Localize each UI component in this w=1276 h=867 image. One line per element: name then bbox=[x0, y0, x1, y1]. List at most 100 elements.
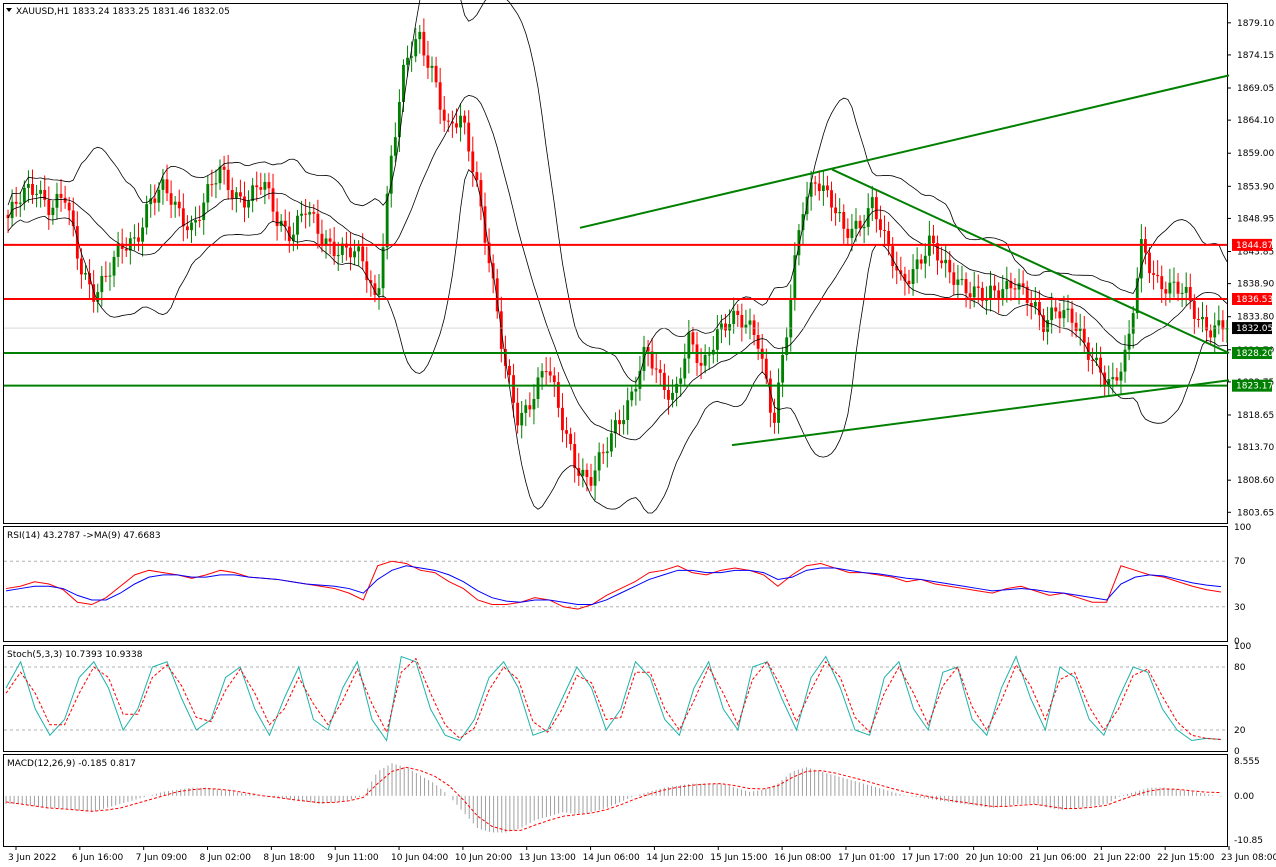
candle-body bbox=[1127, 333, 1131, 350]
time-tick-label: 22 Jun 15:00 bbox=[1157, 853, 1214, 863]
macd-panel-frame bbox=[3, 754, 1228, 847]
candle-body bbox=[312, 212, 316, 214]
price-tick-label: 1879.10 bbox=[1237, 19, 1274, 29]
candle-body bbox=[524, 405, 528, 413]
candle-body bbox=[181, 208, 185, 227]
candle-body bbox=[1025, 286, 1029, 303]
candle-body bbox=[173, 201, 177, 205]
candle-body bbox=[479, 180, 483, 207]
candle-body bbox=[287, 226, 291, 242]
candle-body bbox=[210, 184, 214, 186]
candle-body bbox=[96, 292, 100, 302]
candle-body bbox=[638, 370, 642, 389]
candle-body bbox=[944, 259, 948, 264]
candle-body bbox=[997, 290, 1001, 299]
candle-body bbox=[989, 285, 992, 300]
candle-body bbox=[1021, 283, 1025, 287]
candle-body bbox=[630, 391, 634, 401]
candle-body bbox=[960, 279, 964, 281]
candle-body bbox=[414, 39, 418, 57]
current-price-tag bbox=[1232, 322, 1272, 335]
price-tick-label: 1833.80 bbox=[1237, 313, 1274, 323]
candle-body bbox=[194, 219, 197, 223]
candle-body bbox=[361, 246, 365, 262]
current-price-tag-label: 1832.05 bbox=[1236, 324, 1273, 334]
candle-body bbox=[357, 246, 361, 252]
candle-body bbox=[271, 188, 275, 212]
macd-caption: MACD(12,26,9) -0.185 0.817 bbox=[7, 759, 136, 769]
candle-body bbox=[316, 213, 320, 234]
time-tick-label: 3 Jun 2022 bbox=[8, 853, 56, 863]
time-tick-label: 21 Jun 06:00 bbox=[1029, 853, 1086, 863]
candle-body bbox=[365, 261, 369, 281]
candle-body bbox=[732, 310, 736, 325]
candle-body bbox=[601, 452, 605, 454]
candle-body bbox=[418, 31, 422, 40]
candle-body bbox=[71, 210, 75, 227]
collapse-triangle-icon[interactable] bbox=[6, 8, 12, 12]
candle-body bbox=[797, 230, 801, 256]
candle-body bbox=[793, 255, 797, 300]
candle-body bbox=[165, 179, 169, 194]
candle-body bbox=[402, 64, 405, 103]
candle-body bbox=[426, 55, 430, 68]
candle-body bbox=[157, 189, 161, 203]
candle-body bbox=[512, 375, 515, 403]
level-price-tag bbox=[1232, 238, 1272, 251]
time-tick-label: 8 Jun 18:00 bbox=[263, 853, 315, 863]
candle-body bbox=[275, 211, 279, 227]
candle-body bbox=[1107, 379, 1111, 386]
candle-body bbox=[899, 270, 903, 274]
time-tick-label: 14 Jun 22:00 bbox=[646, 853, 703, 863]
candle-body bbox=[1135, 278, 1139, 314]
candle-body bbox=[100, 275, 104, 293]
candle-body bbox=[1058, 311, 1062, 319]
rsi-caption: RSI(14) 43.2787 ->MA(9) 47.6683 bbox=[7, 531, 161, 541]
candle-body bbox=[1111, 377, 1115, 380]
price-tick-label: 1874.15 bbox=[1237, 51, 1274, 61]
rsi-series-line bbox=[5, 565, 1222, 606]
candle-body bbox=[520, 412, 524, 426]
candle-body bbox=[936, 243, 939, 261]
stoch-tick-label: 100 bbox=[1234, 642, 1251, 652]
candle-body bbox=[251, 185, 255, 202]
candle-body bbox=[1066, 308, 1070, 311]
candle-body bbox=[51, 207, 55, 216]
time-tick-label: 17 Jun 17:00 bbox=[902, 853, 959, 863]
candle-body bbox=[609, 433, 613, 452]
stoch-tick-label: 80 bbox=[1234, 663, 1246, 673]
candle-body bbox=[190, 222, 193, 231]
time-axis: 3 Jun 2022 6 Jun 16:00 7 Jun 09:00 8 Jun 02… bbox=[8, 846, 1276, 863]
candle-body bbox=[675, 383, 679, 393]
stoch-tick-label: 20 bbox=[1234, 726, 1246, 736]
candle-body bbox=[450, 121, 454, 124]
candle-body bbox=[59, 193, 63, 198]
candle-body bbox=[687, 332, 691, 359]
candle-body bbox=[104, 275, 108, 277]
candle-body bbox=[283, 220, 287, 227]
candle-body bbox=[124, 248, 128, 251]
candle-body bbox=[544, 371, 548, 373]
time-tick-label: 20 Jun 10:00 bbox=[966, 853, 1023, 863]
candle-body bbox=[626, 400, 630, 420]
candle-body bbox=[31, 183, 34, 195]
candle-body bbox=[1046, 320, 1050, 332]
candle-body bbox=[622, 419, 626, 425]
candle-body bbox=[222, 166, 226, 170]
candle-body bbox=[26, 183, 30, 188]
candle-body bbox=[1091, 359, 1094, 361]
candle-body bbox=[781, 354, 785, 383]
candle-body bbox=[715, 329, 719, 350]
candle-body bbox=[789, 299, 793, 338]
candle-body bbox=[267, 181, 271, 189]
candle-body bbox=[1038, 302, 1041, 316]
candle-body bbox=[1205, 316, 1209, 331]
candle-body bbox=[332, 241, 336, 257]
candle-body bbox=[291, 234, 295, 242]
candle-body bbox=[565, 430, 568, 434]
candle-body bbox=[581, 469, 585, 476]
candle-body bbox=[662, 372, 666, 391]
candle-body bbox=[964, 279, 968, 294]
trendline-upper-channel bbox=[579, 74, 1230, 229]
